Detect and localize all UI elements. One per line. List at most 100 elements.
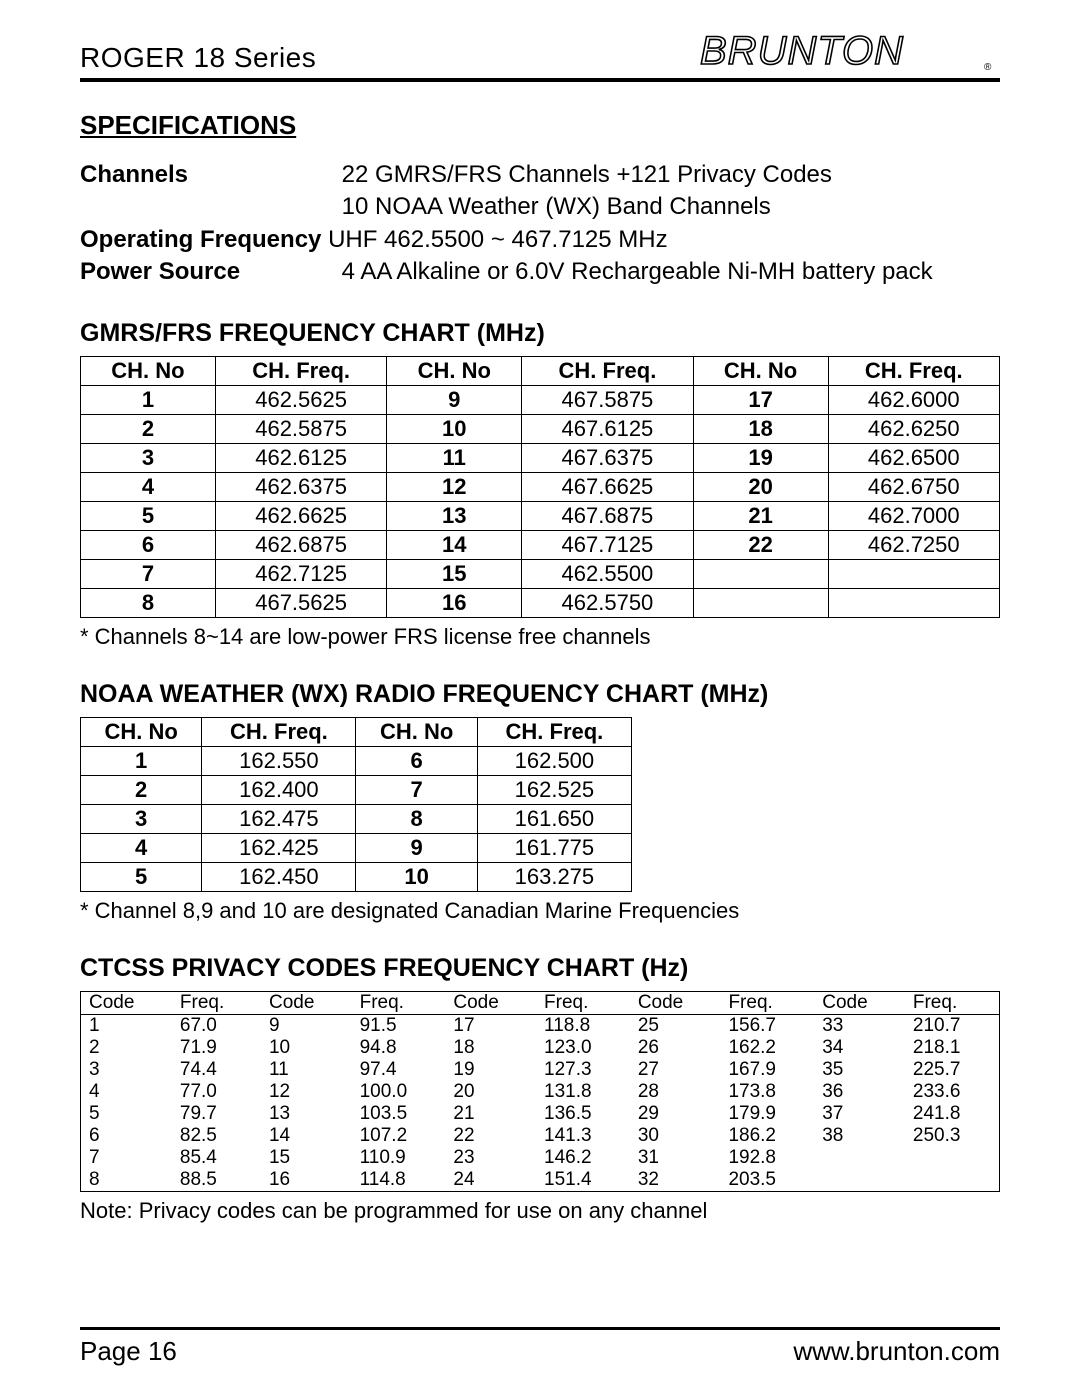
table-cell: 16 <box>387 588 522 617</box>
table-row: 2162.4007162.525 <box>81 775 632 804</box>
table-cell: 162.500 <box>477 746 631 775</box>
table-row: 477.012100.020131.828173.836233.6 <box>81 1081 1000 1103</box>
table-cell: 462.7000 <box>828 501 999 530</box>
table-cell: 15 <box>261 1147 352 1169</box>
table-cell: 91.5 <box>352 1014 446 1037</box>
table-cell: 131.8 <box>536 1081 630 1103</box>
table-cell: 6 <box>81 1125 172 1147</box>
table-cell: 462.5625 <box>215 385 386 414</box>
table-header: Freq. <box>905 991 1000 1014</box>
table-cell: 462.6125 <box>215 443 386 472</box>
table-row: 1162.5506162.500 <box>81 746 632 775</box>
table-cell: 36 <box>814 1081 905 1103</box>
footer-url: www.brunton.com <box>793 1336 1000 1367</box>
table-cell: 10 <box>356 862 477 891</box>
table-cell: 2 <box>81 414 216 443</box>
table-cell: 5 <box>81 501 216 530</box>
table-cell: 462.7250 <box>828 530 999 559</box>
table-header: CH. Freq. <box>828 356 999 385</box>
table-cell: 467.6875 <box>522 501 693 530</box>
ctcss-title: CTCSS PRIVACY CODES FREQUENCY CHART (Hz) <box>80 954 1000 983</box>
table-cell: 192.8 <box>720 1147 814 1169</box>
table-cell: 462.6000 <box>828 385 999 414</box>
table-cell: 16 <box>261 1169 352 1192</box>
table-header: CH. No <box>81 356 216 385</box>
table-cell: 1 <box>81 1014 172 1037</box>
table-cell: 17 <box>445 1014 536 1037</box>
table-row: 682.514107.222141.330186.238250.3 <box>81 1125 1000 1147</box>
table-cell: 35 <box>814 1059 905 1081</box>
table-cell: 94.8 <box>352 1037 446 1059</box>
table-cell: 118.8 <box>536 1014 630 1037</box>
table-cell <box>693 588 828 617</box>
table-header: CH. No <box>693 356 828 385</box>
table-row: 5162.45010163.275 <box>81 862 632 891</box>
table-cell: 162.525 <box>477 775 631 804</box>
gmrs-table: CH. NoCH. Freq.CH. NoCH. Freq.CH. NoCH. … <box>80 356 1000 618</box>
table-cell: 13 <box>387 501 522 530</box>
table-cell: 10 <box>387 414 522 443</box>
table-cell: 218.1 <box>905 1037 1000 1059</box>
table-cell: 233.6 <box>905 1081 1000 1103</box>
noaa-table: CH. NoCH. Freq.CH. NoCH. Freq.1162.55061… <box>80 717 632 892</box>
table-header: Code <box>445 991 536 1014</box>
table-cell: 4 <box>81 1081 172 1103</box>
table-cell: 67.0 <box>172 1014 261 1037</box>
table-cell: 5 <box>81 862 202 891</box>
table-cell: 8 <box>356 804 477 833</box>
table-header: CH. Freq. <box>522 356 693 385</box>
table-cell: 110.9 <box>352 1147 446 1169</box>
noaa-note: * Channel 8,9 and 10 are designated Cana… <box>80 898 1000 924</box>
table-cell: 25 <box>630 1014 721 1037</box>
table-header: CH. No <box>81 717 202 746</box>
table-cell <box>828 588 999 617</box>
table-row: 5462.662513467.687521462.7000 <box>81 501 1000 530</box>
table-cell: 14 <box>387 530 522 559</box>
table-header: Freq. <box>720 991 814 1014</box>
table-cell: 103.5 <box>352 1103 446 1125</box>
table-cell: 23 <box>445 1147 536 1169</box>
table-cell: 22 <box>445 1125 536 1147</box>
table-cell: 462.5875 <box>215 414 386 443</box>
table-cell: 462.6500 <box>828 443 999 472</box>
table-cell: 167.9 <box>720 1059 814 1081</box>
specifications-title: SPECIFICATIONS <box>80 110 1000 141</box>
table-row: 271.91094.818123.026162.234218.1 <box>81 1037 1000 1059</box>
table-cell: 162.2 <box>720 1037 814 1059</box>
spec-value-opfreq: UHF 462.5500 ~ 467.7125 MHz <box>328 226 668 253</box>
table-row: 4162.4259161.775 <box>81 833 632 862</box>
spec-value-channels: 22 GMRS/FRS Channels +121 Privacy Codes <box>342 161 832 188</box>
table-row: 4462.637512467.662520462.6750 <box>81 472 1000 501</box>
table-row: 3162.4758161.650 <box>81 804 632 833</box>
table-cell: 19 <box>445 1059 536 1081</box>
table-cell <box>814 1147 905 1169</box>
spec-label-power: Power Source <box>80 256 335 288</box>
table-row: 7462.712515462.5500 <box>81 559 1000 588</box>
table-cell: 11 <box>387 443 522 472</box>
table-cell: 34 <box>814 1037 905 1059</box>
table-cell: 9 <box>261 1014 352 1037</box>
table-cell: 1 <box>81 746 202 775</box>
table-cell: 8 <box>81 1169 172 1192</box>
table-cell: 151.4 <box>536 1169 630 1192</box>
table-cell: 3 <box>81 443 216 472</box>
table-row: 2462.587510467.612518462.6250 <box>81 414 1000 443</box>
table-cell: 141.3 <box>536 1125 630 1147</box>
table-cell: 100.0 <box>352 1081 446 1103</box>
table-cell: 179.9 <box>720 1103 814 1125</box>
table-cell: 186.2 <box>720 1125 814 1147</box>
table-cell: 14 <box>261 1125 352 1147</box>
table-cell: 74.4 <box>172 1059 261 1081</box>
header: ROGER 18 Series BRUNTON ® <box>80 30 1000 82</box>
table-cell: 4 <box>81 472 216 501</box>
spec-value-power: 4 AA Alkaline or 6.0V Rechargeable Ni-MH… <box>342 258 933 285</box>
table-cell <box>905 1147 1000 1169</box>
table-cell: 20 <box>693 472 828 501</box>
table-cell: 15 <box>387 559 522 588</box>
table-cell: 462.6750 <box>828 472 999 501</box>
table-cell: 7 <box>356 775 477 804</box>
table-row: 1462.56259467.587517462.6000 <box>81 385 1000 414</box>
table-cell: 37 <box>814 1103 905 1125</box>
table-cell: 114.8 <box>352 1169 446 1192</box>
table-cell: 7 <box>81 559 216 588</box>
